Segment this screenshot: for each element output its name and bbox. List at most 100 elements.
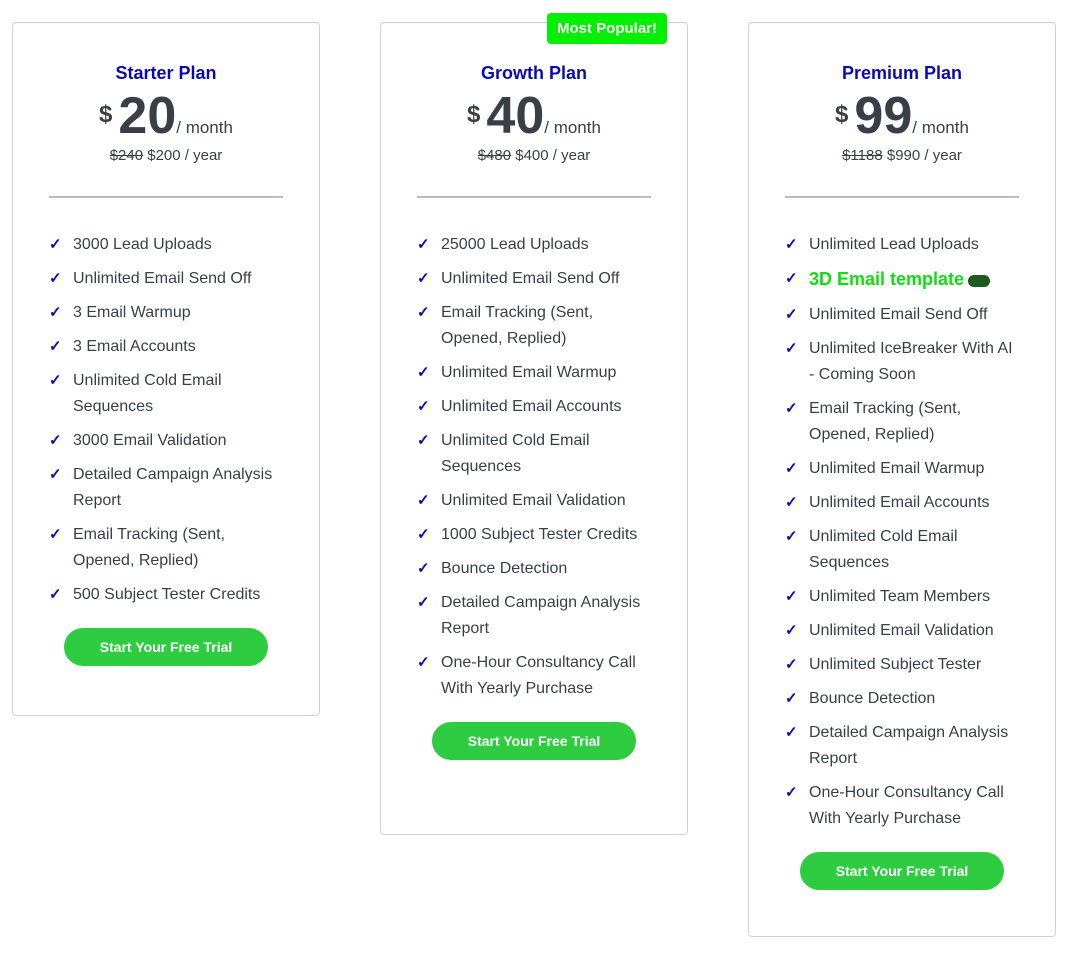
feature-label: Email Tracking (Sent, Opened, Replied) <box>73 526 226 569</box>
check-icon: ✓ <box>785 270 798 287</box>
gamepad-icon <box>968 274 991 287</box>
feature-label: Unlimited Email Accounts <box>809 494 990 511</box>
check-icon: ✓ <box>49 466 62 483</box>
feature-label: 3000 Lead Uploads <box>73 236 212 253</box>
check-icon: ✓ <box>785 784 798 801</box>
pricing-card-growth: Most Popular! Growth Plan $40/ month $480… <box>380 13 688 835</box>
yearly-price: $240 $200 / year <box>49 147 283 164</box>
feature-label: Unlimited Email Validation <box>441 492 626 509</box>
check-icon: ✓ <box>417 270 430 287</box>
yearly-price: $480 $400 / year <box>417 147 651 164</box>
check-icon: ✓ <box>785 236 798 253</box>
feature-item: ✓ One-Hour Consultancy Call With Yearly P… <box>785 780 1019 832</box>
price-period: / month <box>544 118 601 137</box>
start-free-trial-button[interactable]: Start Your Free Trial <box>64 628 268 666</box>
plan-title: Growth Plan <box>480 63 587 83</box>
plan-price: $40/ month <box>417 90 651 142</box>
check-icon: ✓ <box>417 304 430 321</box>
feature-item: ✓ 3 Email Accounts <box>49 334 283 360</box>
check-icon: ✓ <box>417 526 430 543</box>
feature-label: Unlimited Email Accounts <box>441 398 622 415</box>
feature-item: ✓ Detailed Campaign Analysis Report <box>417 590 651 642</box>
feature-label: Unlimited Lead Uploads <box>809 236 979 253</box>
feature-item: ✓ 25000 Lead Uploads <box>417 232 651 258</box>
feature-label: Unlimited Cold Email Sequences <box>441 432 590 475</box>
feature-item: ✓ Unlimited Email Send Off <box>417 266 651 292</box>
check-icon: ✓ <box>785 340 798 357</box>
feature-item: ✓ Unlimited Team Members <box>785 584 1019 610</box>
plan-price: $99/ month <box>785 90 1019 142</box>
feature-item: ✓ Unlimited Cold Email Sequences <box>785 524 1019 576</box>
new-yearly-price: $990 / year <box>886 147 962 164</box>
feature-item: ✓ One-Hour Consultancy Call With Yearly P… <box>417 650 651 702</box>
check-icon: ✓ <box>785 690 798 707</box>
check-icon: ✓ <box>785 494 798 511</box>
feature-label: One-Hour Consultancy Call With Yearly Pu… <box>809 784 1004 827</box>
check-icon: ✓ <box>417 398 430 415</box>
feature-label: Detailed Campaign Analysis Report <box>73 466 273 509</box>
feature-item: ✓ Unlimited Cold Email Sequences <box>49 368 283 420</box>
check-icon: ✓ <box>49 236 62 253</box>
check-icon: ✓ <box>785 528 798 545</box>
feature-label: Detailed Campaign Analysis Report <box>809 724 1009 767</box>
check-icon: ✓ <box>49 270 62 287</box>
new-yearly-price: $200 / year <box>147 147 223 164</box>
feature-label: 3D Email template <box>809 269 965 289</box>
price-amount: 40 <box>486 87 545 145</box>
price-amount: 99 <box>854 87 913 145</box>
feature-item: ✓ 3 Email Warmup <box>49 300 283 326</box>
check-icon: ✓ <box>417 364 430 381</box>
divider <box>417 196 651 198</box>
check-icon: ✓ <box>417 594 430 611</box>
check-icon: ✓ <box>49 338 62 355</box>
feature-item: ✓ 3D Email template <box>785 266 1019 294</box>
check-icon: ✓ <box>785 724 798 741</box>
feature-item: ✓ Unlimited Email Accounts <box>785 490 1019 516</box>
feature-item: ✓ 1000 Subject Tester Credits <box>417 522 651 548</box>
feature-label: Unlimited Team Members <box>809 588 991 605</box>
divider <box>49 196 283 198</box>
feature-item: ✓ Detailed Campaign Analysis Report <box>785 720 1019 772</box>
feature-label: Unlimited Email Warmup <box>441 364 617 381</box>
feature-label: Unlimited Subject Tester <box>809 656 982 673</box>
price-period: / month <box>912 118 969 137</box>
start-free-trial-button[interactable]: Start Your Free Trial <box>800 852 1004 890</box>
feature-label: Unlimited Cold Email Sequences <box>73 372 222 415</box>
feature-item: ✓ Email Tracking (Sent, Opened, Replied) <box>785 396 1019 448</box>
feature-item: ✓ Unlimited Email Send Off <box>49 266 283 292</box>
feature-label: Bounce Detection <box>441 560 568 577</box>
check-icon: ✓ <box>49 304 62 321</box>
check-icon: ✓ <box>785 588 798 605</box>
plan-title: Premium Plan <box>841 63 963 83</box>
pricing-card-starter: Starter Plan $20/ month $240 $200 / year… <box>12 22 320 716</box>
feature-list: ✓ 25000 Lead Uploads ✓ Unlimited Email Send… <box>417 232 651 702</box>
feature-item: ✓ Unlimited IceBreaker With AI - Coming S… <box>785 336 1019 388</box>
feature-item: ✓ Unlimited Cold Email Sequences <box>417 428 651 480</box>
feature-label: Detailed Campaign Analysis Report <box>441 594 641 637</box>
feature-item: ✓ Unlimited Email Send Off <box>785 302 1019 328</box>
feature-item: ✓ Email Tracking (Sent, Opened, Replied) <box>49 522 283 574</box>
check-icon: ✓ <box>785 460 798 477</box>
feature-item: ✓ Unlimited Email Accounts <box>417 394 651 420</box>
feature-item: ✓ Unlimited Email Validation <box>417 488 651 514</box>
start-free-trial-button[interactable]: Start Your Free Trial <box>432 722 636 760</box>
feature-label: Unlimited Email Send Off <box>809 306 988 323</box>
feature-label: One-Hour Consultancy Call With Yearly Pu… <box>441 654 636 697</box>
divider <box>785 196 1019 198</box>
feature-item: ✓ Bounce Detection <box>417 556 651 582</box>
check-icon: ✓ <box>785 306 798 323</box>
plan-price: $20/ month <box>49 90 283 142</box>
check-icon: ✓ <box>785 400 798 417</box>
check-icon: ✓ <box>785 656 798 673</box>
feature-item: ✓ Unlimited Lead Uploads <box>785 232 1019 258</box>
feature-label: Unlimited Email Warmup <box>809 460 985 477</box>
currency-symbol: $ <box>99 101 113 128</box>
feature-label: 25000 Lead Uploads <box>441 236 589 253</box>
feature-label: Unlimited IceBreaker With AI - Coming So… <box>809 340 1013 383</box>
feature-label: 1000 Subject Tester Credits <box>441 526 638 543</box>
feature-label: Unlimited Email Send Off <box>441 270 620 287</box>
feature-label: Email Tracking (Sent, Opened, Replied) <box>441 304 594 347</box>
check-icon: ✓ <box>417 654 430 671</box>
feature-label: Bounce Detection <box>809 690 936 707</box>
feature-label: 3000 Email Validation <box>73 432 227 449</box>
